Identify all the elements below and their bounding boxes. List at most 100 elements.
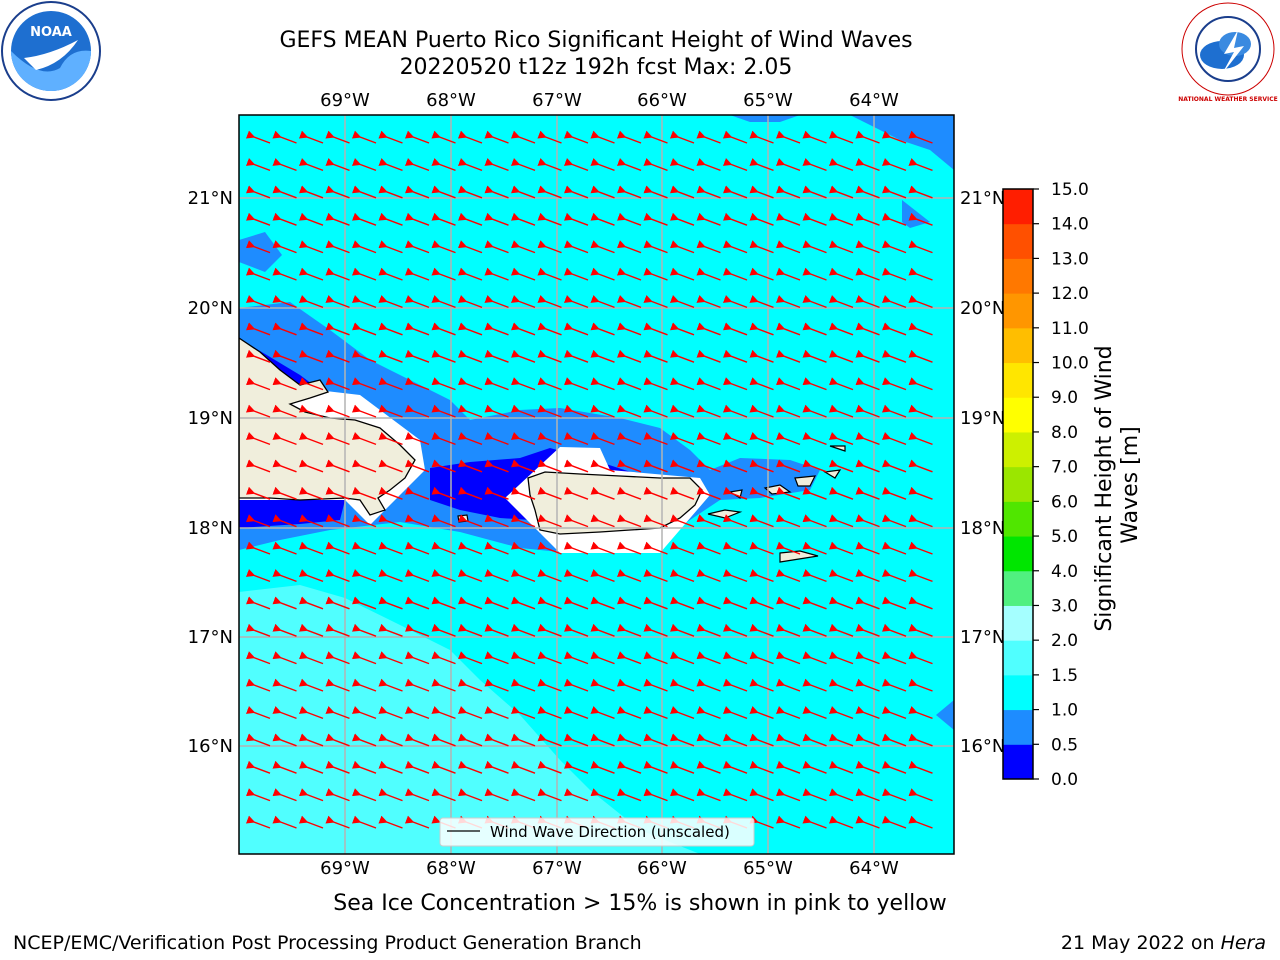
wind-arrow	[457, 377, 483, 391]
wind-arrow	[669, 130, 695, 144]
wind-arrow	[325, 432, 350, 446]
wind-arrow	[696, 760, 721, 774]
wind-arrow	[855, 788, 880, 802]
wind-arrow	[855, 267, 880, 281]
wind-arrow	[908, 459, 933, 473]
wind-arrow	[696, 788, 721, 802]
wind-arrow	[908, 322, 933, 336]
wind-arrow	[563, 706, 589, 720]
wind-arrow	[325, 185, 350, 199]
wind-arrow	[563, 130, 589, 144]
wind-arrow	[537, 130, 562, 144]
wind-arrow	[616, 541, 642, 555]
wind-arrow	[351, 349, 377, 363]
wind-arrow	[908, 788, 933, 802]
wind-arrow	[908, 678, 933, 692]
wind-arrow	[855, 541, 880, 555]
wind-arrow	[616, 760, 642, 774]
wind-arrow	[855, 295, 880, 309]
lat-label-left: 17°N	[188, 627, 233, 648]
wind-arrow	[669, 377, 695, 391]
wind-arrow	[855, 130, 880, 144]
wind-arrow	[616, 240, 642, 254]
wind-arrow	[855, 158, 880, 172]
wind-arrow	[351, 678, 377, 692]
wind-arrow	[775, 760, 801, 774]
wind-arrow	[325, 678, 350, 692]
wind-arrow	[537, 185, 562, 199]
wind-arrow	[749, 788, 774, 802]
wind-arrow	[643, 651, 668, 665]
wind-arrow	[908, 295, 933, 309]
wind-arrow	[457, 267, 483, 281]
wind-arrow	[908, 130, 933, 144]
wind-arrow	[590, 541, 615, 555]
colorbar-swatch	[1003, 536, 1033, 572]
wind-arrow	[351, 267, 377, 281]
wind-arrow	[669, 678, 695, 692]
wind-arrow	[378, 788, 403, 802]
wind-arrow	[245, 541, 271, 555]
wind-arrow	[298, 678, 324, 692]
wind-arrow	[325, 295, 350, 309]
wind-arrow	[298, 623, 324, 637]
wind-arrow	[378, 158, 403, 172]
wind-arrow	[298, 459, 324, 473]
wind-arrow	[457, 212, 483, 226]
wind-arrow	[457, 322, 483, 336]
wind-arrow	[616, 212, 642, 226]
wind-arrow	[775, 295, 801, 309]
wind-arrow	[537, 596, 562, 610]
wind-arrow	[881, 185, 907, 199]
gridlines	[239, 115, 954, 854]
wind-arrow	[245, 486, 271, 500]
sea-ice-note: Sea Ice Concentration > 15% is shown in …	[333, 891, 947, 916]
wind-arrow	[881, 377, 907, 391]
wind-arrow	[563, 267, 589, 281]
lat-label-left: 18°N	[188, 518, 233, 539]
wind-arrow	[563, 349, 589, 363]
wind-arrow	[272, 815, 297, 829]
wind-arrow	[325, 349, 350, 363]
wind-arrow	[828, 212, 854, 226]
colorbar-swatch	[1003, 223, 1033, 259]
wind-arrow	[643, 760, 668, 774]
wind-arrow	[537, 459, 562, 473]
noaa-logo-text: NOAA	[30, 25, 72, 40]
wind-arrow	[749, 541, 774, 555]
wind-arrow	[590, 349, 615, 363]
wind-arrow	[484, 432, 509, 446]
wind-arrow	[245, 815, 271, 829]
wind-arrow	[431, 377, 456, 391]
wind-arrow	[484, 514, 509, 528]
wind-arrow	[378, 459, 403, 473]
wind-arrow	[828, 432, 854, 446]
wind-arrow	[908, 760, 933, 774]
colorbar-tick-label: 3.0	[1051, 596, 1078, 616]
wind-arrow	[272, 706, 297, 720]
wind-arrow	[272, 486, 297, 500]
wind-arrow	[696, 130, 721, 144]
wind-arrow	[325, 596, 350, 610]
wind-arrow	[378, 678, 403, 692]
colorbar-swatch	[1003, 570, 1033, 606]
wind-arrow	[272, 185, 297, 199]
wind-arrow	[775, 486, 801, 500]
wind-arrow	[696, 185, 721, 199]
wind-arrow	[669, 514, 695, 528]
colorbar-swatch	[1003, 327, 1033, 364]
wind-arrow	[643, 541, 668, 555]
wind-arrow	[431, 459, 456, 473]
wind-arrow	[325, 651, 350, 665]
wind-arrow	[590, 623, 615, 637]
wind-arrow	[245, 432, 271, 446]
wind-arrow	[325, 459, 350, 473]
wind-arrow	[537, 678, 562, 692]
wind-arrow	[775, 322, 801, 336]
wind-arrow	[828, 541, 854, 555]
wind-arrow	[616, 733, 642, 747]
wind-arrow	[643, 130, 668, 144]
wind-arrow	[643, 706, 668, 720]
wind-arrow	[722, 212, 748, 226]
wind-arrow	[404, 815, 430, 829]
